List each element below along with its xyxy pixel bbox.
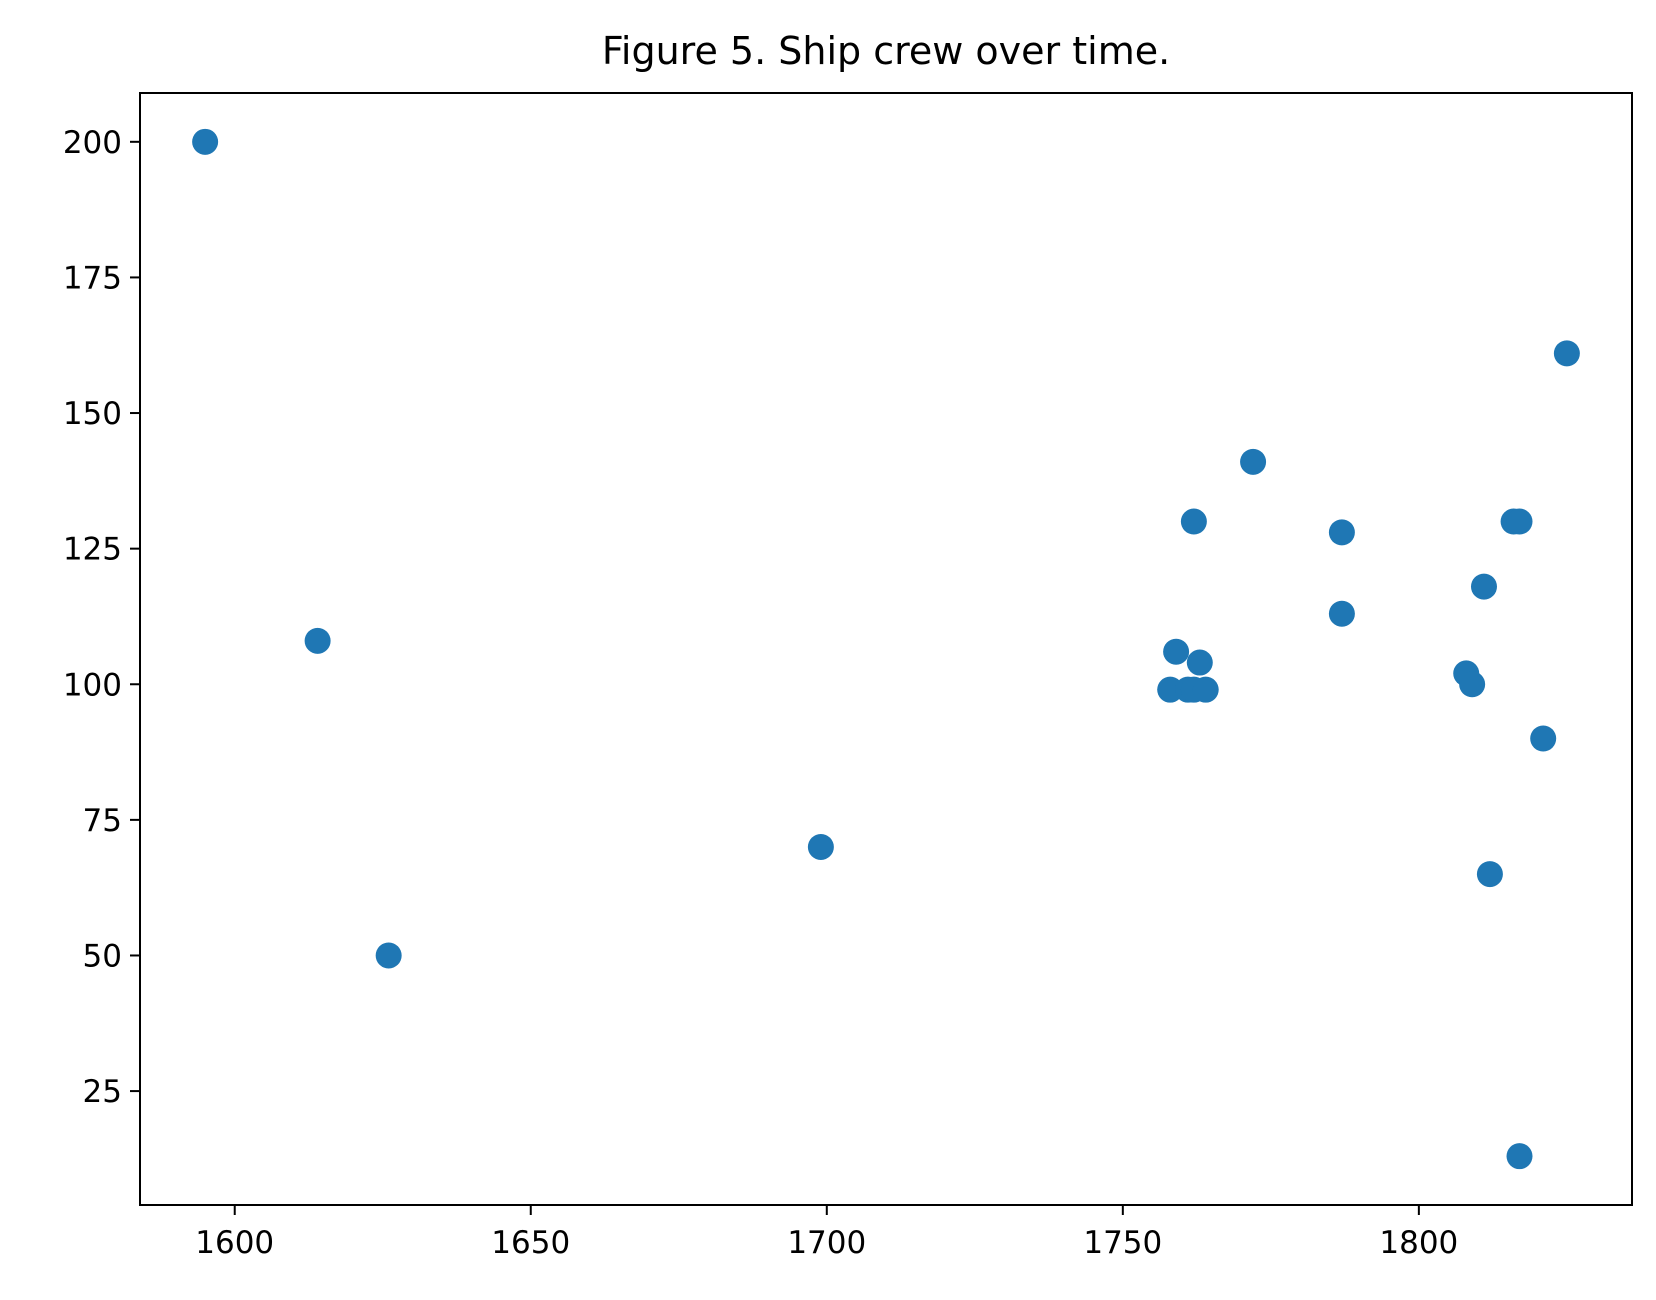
- plot-frame: [139, 92, 1633, 1206]
- x-tick-label: 1750: [1083, 1225, 1162, 1261]
- data-point: [1459, 671, 1486, 698]
- data-point: [1186, 649, 1213, 676]
- y-axis: 25 50 75 100 125 150 175 200: [63, 125, 140, 1110]
- y-tick-label: 175: [63, 260, 122, 296]
- data-point: [807, 833, 834, 860]
- data-point: [1530, 725, 1557, 752]
- data-point: [1157, 676, 1184, 703]
- x-tick-label: 1600: [195, 1225, 274, 1261]
- y-tick-label: 150: [63, 396, 122, 432]
- x-tick-label: 1650: [491, 1225, 570, 1261]
- y-tick-label: 125: [63, 532, 122, 568]
- data-point: [1476, 861, 1503, 888]
- data-point: [1506, 1143, 1533, 1170]
- x-tick-label: 1700: [787, 1225, 866, 1261]
- x-axis: 1600 1650 1700 1750 1800: [195, 1205, 1458, 1261]
- y-tick-label: 75: [83, 803, 122, 839]
- data-point: [192, 128, 219, 155]
- y-tick-label: 25: [83, 1074, 122, 1110]
- data-point: [1553, 340, 1580, 367]
- data-point: [1328, 600, 1355, 627]
- data-point: [1180, 508, 1207, 535]
- data-point: [1192, 676, 1219, 703]
- data-point: [375, 942, 402, 969]
- data-point: [1470, 573, 1497, 600]
- data-point: [1240, 448, 1267, 475]
- y-tick-label: 50: [83, 938, 122, 974]
- y-tick-label: 200: [63, 125, 122, 161]
- data-point: [1328, 519, 1355, 546]
- y-tick-label: 100: [63, 667, 122, 703]
- chart-title: Figure 5. Ship crew over time.: [602, 29, 1170, 73]
- data-points: [192, 128, 1580, 1170]
- x-tick-label: 1800: [1379, 1225, 1458, 1261]
- data-point: [1163, 638, 1190, 665]
- data-point: [1506, 508, 1533, 535]
- data-point: [304, 627, 331, 654]
